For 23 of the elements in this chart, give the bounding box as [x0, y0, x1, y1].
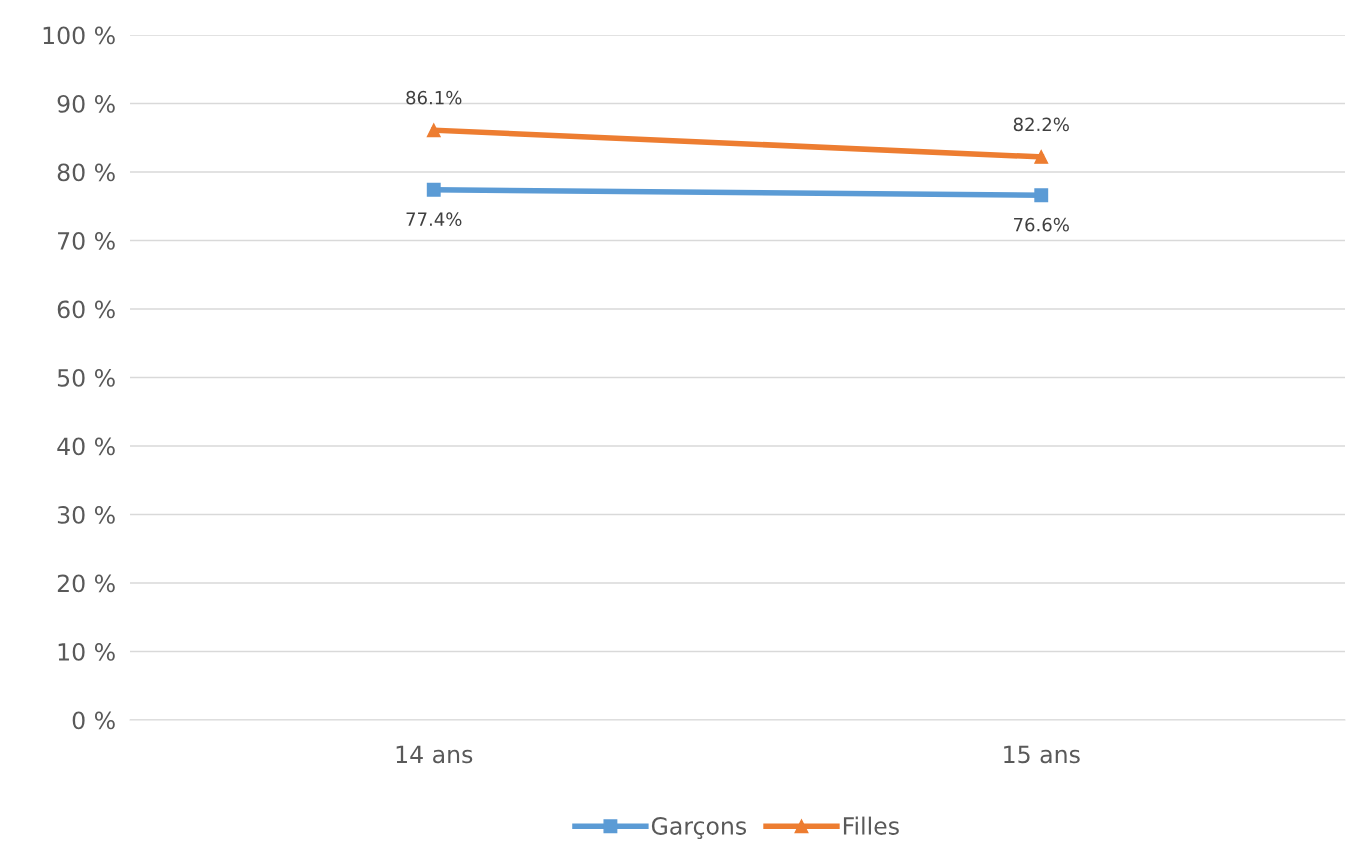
point	[1034, 149, 1049, 164]
data-label: 82.2%	[1013, 117, 1069, 132]
point	[426, 123, 441, 138]
y-tick-label: 0 %	[72, 711, 115, 730]
y-tick-label: 90 %	[57, 94, 115, 113]
y-tick-label: 10 %	[58, 642, 115, 661]
point	[426, 182, 441, 197]
y-tick-label: 50 %	[57, 368, 115, 387]
y-tick-label: 40 %	[57, 437, 115, 456]
data-label: 86.1%	[406, 90, 462, 105]
x-tick-label: 14 ans	[396, 745, 473, 764]
y-tick-label: 20 %	[57, 574, 115, 593]
y-tick-label: 30 %	[57, 505, 115, 524]
data-label: 76.6%	[1014, 217, 1069, 232]
y-tick-label: 100 %	[43, 26, 115, 45]
data-label: 77.4%	[406, 212, 462, 227]
y-tick-label: 80 %	[57, 163, 115, 182]
y-tick-label: 60 %	[57, 300, 115, 319]
y-tick-label: 70 %	[58, 231, 115, 250]
legend-label: Filles	[843, 816, 899, 835]
point	[1034, 188, 1049, 203]
x-tick-label: 15 ans	[1004, 745, 1080, 764]
legend-label: Garçons	[651, 817, 747, 840]
